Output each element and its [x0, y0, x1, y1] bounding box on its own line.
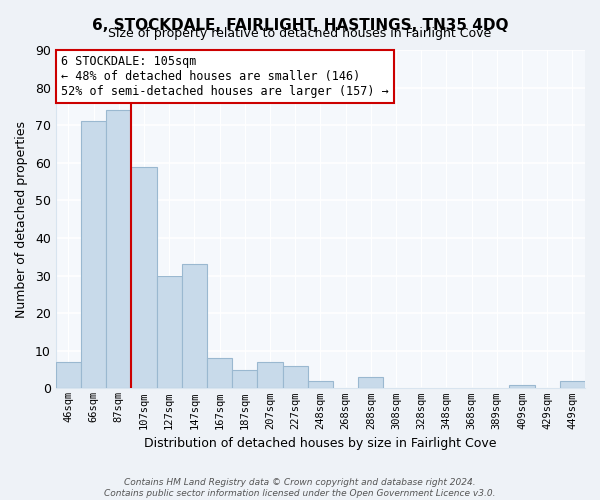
Bar	[182, 264, 207, 388]
Text: Contains HM Land Registry data © Crown copyright and database right 2024.
Contai: Contains HM Land Registry data © Crown c…	[104, 478, 496, 498]
Bar	[131, 166, 157, 388]
Text: 6, STOCKDALE, FAIRLIGHT, HASTINGS, TN35 4DQ: 6, STOCKDALE, FAIRLIGHT, HASTINGS, TN35 …	[92, 18, 508, 32]
Y-axis label: Number of detached properties: Number of detached properties	[15, 120, 28, 318]
Bar	[56, 362, 81, 388]
Bar	[81, 122, 106, 388]
Bar	[257, 362, 283, 388]
Bar	[283, 366, 308, 388]
Text: 6 STOCKDALE: 105sqm
← 48% of detached houses are smaller (146)
52% of semi-detac: 6 STOCKDALE: 105sqm ← 48% of detached ho…	[61, 55, 389, 98]
Bar	[509, 384, 535, 388]
Bar	[157, 276, 182, 388]
Bar	[207, 358, 232, 388]
Bar	[308, 381, 333, 388]
X-axis label: Distribution of detached houses by size in Fairlight Cove: Distribution of detached houses by size …	[144, 437, 497, 450]
Text: Size of property relative to detached houses in Fairlight Cove: Size of property relative to detached ho…	[109, 28, 491, 40]
Bar	[560, 381, 585, 388]
Bar	[106, 110, 131, 388]
Bar	[232, 370, 257, 388]
Bar	[358, 377, 383, 388]
